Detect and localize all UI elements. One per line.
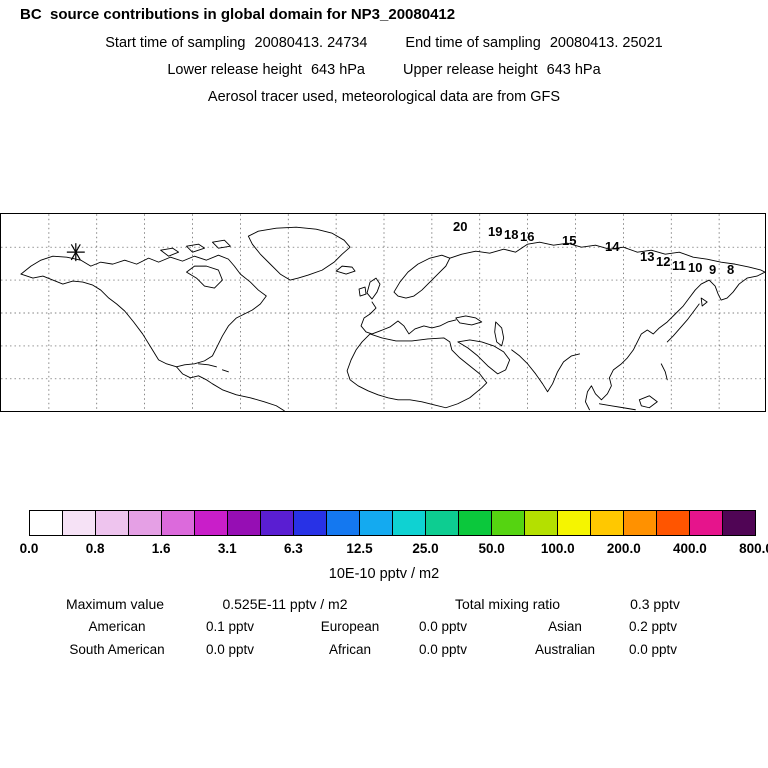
colorbar-tick-label: 400.0: [673, 541, 707, 556]
colorbar-tick-label: 0.0: [19, 541, 39, 556]
colorbar-segment: [162, 511, 195, 535]
colorbar-segment: [690, 511, 723, 535]
colorbar-units-label: 10E-10 pptv / m2: [328, 566, 440, 582]
lower-release-label: Lower release height: [167, 62, 302, 78]
region-label: American: [88, 619, 146, 634]
world-map-panel: 20 19 18 16 15 14 13 12 11 10 9 8: [0, 213, 766, 412]
flight-track-waypoint-label: 15: [562, 233, 577, 248]
colorbar-segment: [426, 511, 459, 535]
colorbar-tick-label: 100.0: [540, 541, 575, 556]
colorbar-segment: [723, 511, 755, 535]
region-stats-row: South American 0.0 pptv African 0.0 pptv Aus…: [0, 642, 768, 665]
end-time-value: 20080413. 25021: [549, 35, 663, 51]
max-value: 0.525E-11 pptv / m2: [222, 596, 348, 612]
max-value-label: Maximum value: [65, 596, 165, 612]
colorbar-segment: [30, 511, 63, 535]
colorbar-tick-label: 3.1: [217, 541, 237, 556]
region-value: 0.0 pptv: [418, 619, 468, 634]
start-time-value: 20080413. 24734: [254, 35, 368, 51]
region-label: Australian: [534, 642, 596, 657]
colorbar-segment: [657, 511, 690, 535]
region-label: South American: [69, 642, 165, 657]
colorbar-segment: [294, 511, 327, 535]
colorbar-tick-label: 800.0: [739, 541, 768, 556]
colorbar-tick-label: 200.0: [606, 541, 641, 556]
region-value: 0.0 pptv: [205, 642, 255, 657]
colorbar-segment: [459, 511, 492, 535]
colorbar-segment: [492, 511, 525, 535]
colorbar-segment: [591, 511, 624, 535]
flight-track-waypoint-label: 8: [727, 262, 735, 277]
flight-track-waypoint-label: 19: [488, 224, 503, 239]
page-title: BC source contributions in global domain…: [20, 6, 456, 23]
region-value: 0.2 pptv: [628, 619, 678, 634]
colorbar-segment: [228, 511, 261, 535]
lower-release-value: 643 hPa: [310, 62, 365, 78]
colorbar-segment: [327, 511, 360, 535]
colorbar-tick-label: 1.6: [151, 541, 171, 556]
flight-track-waypoint-label: 11: [672, 258, 686, 273]
start-time-label: Start time of sampling: [105, 35, 246, 51]
flight-track-waypoint-label: 12: [656, 254, 671, 269]
colorbar-segment: [393, 511, 426, 535]
colorbar-segment: [195, 511, 228, 535]
end-time-label: End time of sampling: [405, 35, 541, 51]
colorbar: [29, 510, 756, 536]
colorbar-segment: [129, 511, 162, 535]
release-marker-icon: [66, 243, 85, 262]
region-value: 0.0 pptv: [418, 642, 468, 657]
region-label: Asian: [548, 619, 582, 634]
colorbar-segment: [558, 511, 591, 535]
region-value: 0.0 pptv: [628, 642, 678, 657]
colorbar-tick-label: 6.3: [283, 541, 303, 556]
region-stats: American 0.1 pptv European 0.0 pptv Asian 0.2…: [0, 619, 768, 665]
colorbar-tick-label: 25.0: [412, 541, 439, 556]
colorbar-ticks: 0.0 0.8 1.6 3.1 6.3 12.5 25.0 50.0 100.0 200.0 400…: [20, 541, 768, 557]
colorbar-segment: [96, 511, 129, 535]
region-label: European: [320, 619, 380, 634]
colorbar-segment: [360, 511, 393, 535]
region-label: African: [328, 642, 372, 657]
map-svg: [1, 214, 765, 411]
colorbar-tick-label: 50.0: [478, 541, 505, 556]
colorbar-segment: [525, 511, 558, 535]
colorbar-tick-label: 12.5: [346, 541, 373, 556]
colorbar-segment: [63, 511, 96, 535]
sampling-times-line: Start time of sampling 20080413. 24734 E…: [0, 35, 768, 51]
region-value: 0.1 pptv: [205, 619, 255, 634]
colorbar-segment: [624, 511, 657, 535]
summary-stats-row: Maximum value 0.525E-11 pptv / m2 Total …: [0, 596, 768, 614]
flight-track-waypoint-label: 9: [709, 262, 717, 277]
upper-release-label: Upper release height: [403, 62, 538, 78]
flight-track-waypoint-label: 13: [640, 249, 655, 264]
flight-track-waypoint-label: 20: [453, 219, 468, 234]
colorbar-tick-label: 0.8: [85, 541, 105, 556]
region-stats-row: American 0.1 pptv European 0.0 pptv Asian 0.2…: [0, 619, 768, 642]
total-mixing-ratio-value: 0.3 pptv: [630, 596, 680, 612]
flight-track-waypoint-label: 18: [504, 227, 519, 242]
flight-track-waypoint-label: 10: [688, 260, 703, 275]
map-overlay: 20 19 18 16 15 14 13 12 11 10 9 8: [1, 214, 765, 411]
flight-track-waypoint-label: 16: [520, 229, 535, 244]
tracer-note: Aerosol tracer used, meteorological data…: [0, 89, 768, 105]
upper-release-value: 643 hPa: [546, 62, 601, 78]
tracer-note-text: Aerosol tracer used, meteorological data…: [207, 89, 561, 105]
release-heights-line: Lower release height 643 hPa Upper relea…: [0, 62, 768, 78]
total-mixing-ratio-label: Total mixing ratio: [454, 596, 561, 612]
flight-track-waypoint-label: 14: [605, 239, 620, 254]
coastlines: [20, 226, 765, 411]
colorbar-segment: [261, 511, 294, 535]
